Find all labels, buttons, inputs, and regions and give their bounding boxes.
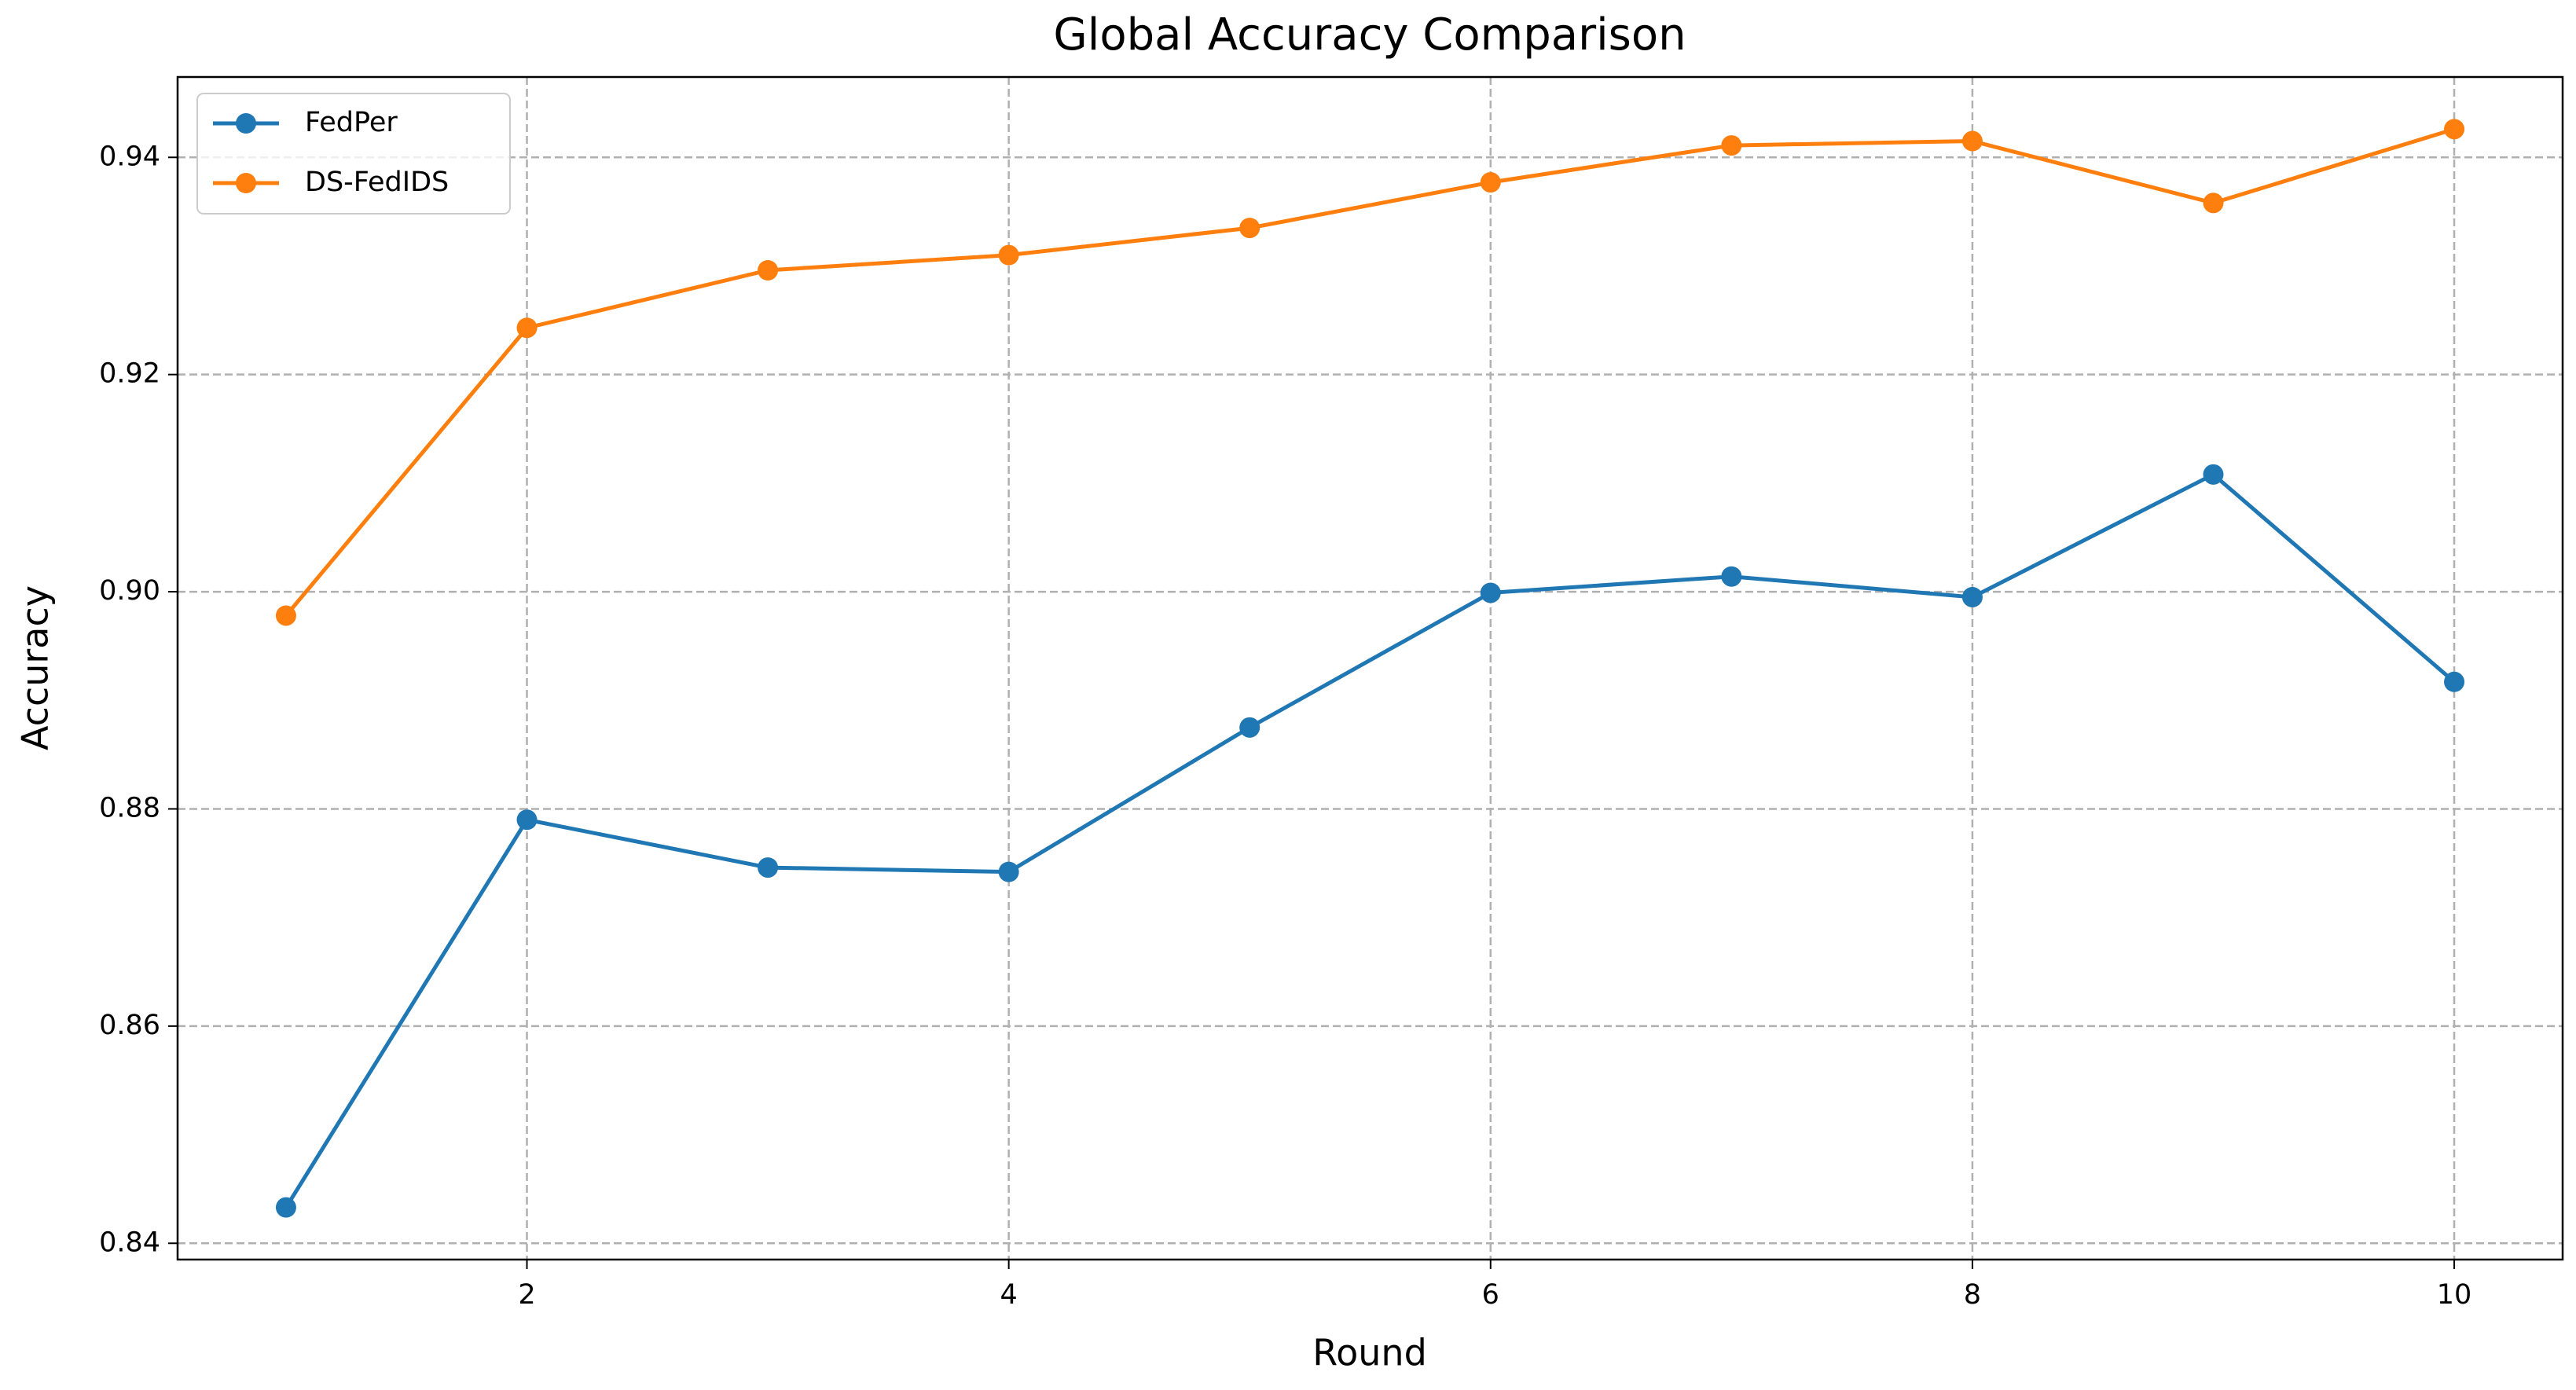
chart-title: Global Accuracy Comparison (1053, 9, 1686, 61)
point (275, 1197, 296, 1218)
point (1480, 172, 1501, 193)
y-tick-label: 0.90 (99, 575, 160, 607)
x-axis-label: Round (1312, 1332, 1427, 1374)
point (998, 861, 1019, 882)
x-tick-label: 6 (1482, 1279, 1499, 1311)
point (516, 317, 538, 339)
point (758, 259, 779, 281)
y-tick-label: 0.88 (99, 792, 160, 823)
point (2203, 464, 2224, 485)
y-tick-label: 0.94 (99, 141, 160, 172)
point (2444, 671, 2465, 692)
plot-frame (176, 75, 2564, 1261)
point (1961, 586, 1983, 607)
point (2203, 193, 2224, 214)
point (516, 809, 538, 831)
legend-label: DS-FedIDS (305, 167, 449, 198)
point (1239, 218, 1260, 239)
legend-marker (236, 173, 256, 193)
y-tick-label: 0.86 (99, 1010, 160, 1041)
point (1961, 130, 1983, 152)
y-axis-label: Accuracy (14, 585, 57, 750)
x-tick-label: 4 (1000, 1279, 1018, 1311)
x-tick-label: 2 (518, 1279, 535, 1311)
legend-marker (236, 113, 256, 134)
point (1239, 717, 1260, 738)
legend-label: FedPer (305, 107, 398, 138)
point (1721, 135, 1742, 156)
point (998, 244, 1019, 266)
point (1721, 566, 1742, 587)
line (284, 471, 2456, 1208)
point (2444, 119, 2465, 140)
line (284, 127, 2455, 618)
point (275, 605, 296, 626)
y-tick-label: 0.84 (99, 1227, 160, 1258)
point (758, 857, 779, 878)
x-tick-label: 10 (2437, 1279, 2472, 1311)
point (1480, 582, 1501, 603)
y-tick-label: 0.92 (99, 358, 160, 390)
x-tick-label: 8 (1964, 1279, 1981, 1311)
